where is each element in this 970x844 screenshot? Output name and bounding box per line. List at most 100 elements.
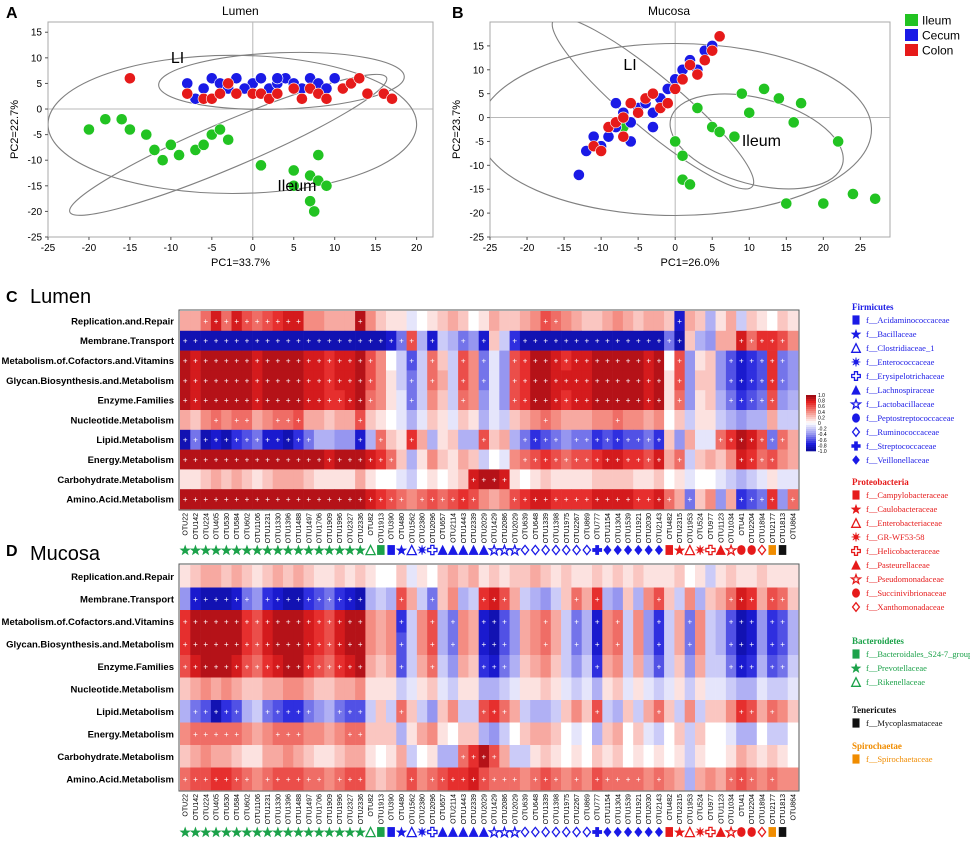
heatmap-cell <box>602 370 613 391</box>
heatmap-cell <box>355 311 366 332</box>
heatmap-cell <box>540 410 552 431</box>
significance-mark: + <box>636 376 641 385</box>
heatmap-cell <box>468 350 479 371</box>
colorbar-step <box>806 443 816 446</box>
heatmap-cell <box>736 449 747 470</box>
heatmap-cell <box>355 767 366 791</box>
column-label: OTU639 <box>523 513 530 540</box>
heatmap-cell <box>386 429 397 450</box>
column-label: OTU869 <box>584 794 591 821</box>
heatmap-cell <box>478 610 490 633</box>
heatmap-cell <box>540 677 552 701</box>
row-label: Enzyme.Families <box>97 396 174 407</box>
significance-mark: + <box>739 640 744 649</box>
x-tick-label: -10 <box>164 243 179 254</box>
panel-letter-c: C <box>6 289 18 306</box>
significance-mark: + <box>554 357 559 366</box>
significance-mark: + <box>358 317 363 326</box>
heatmap-cell <box>602 632 613 656</box>
heatmap-cell <box>550 587 562 611</box>
heatmap-cell <box>313 330 325 351</box>
significance-mark: + <box>533 357 538 366</box>
y-tick-label: 0 <box>36 105 42 116</box>
heatmap-cell <box>499 449 510 470</box>
significance-mark: + <box>399 662 404 671</box>
colorbar-step <box>806 421 816 424</box>
point-colon <box>669 82 682 95</box>
significance-mark: + <box>574 436 579 445</box>
significance-mark: + <box>409 396 414 405</box>
point-colon <box>361 87 374 100</box>
column-label: OTU2029 <box>481 513 488 543</box>
star-marker <box>344 544 356 556</box>
heatmap-cell <box>210 610 222 633</box>
square-marker <box>665 827 673 837</box>
significance-mark: + <box>255 456 260 465</box>
heatmap-cell <box>180 311 191 332</box>
heatmap-cell <box>705 745 716 768</box>
heatmap-cell <box>180 330 191 351</box>
heatmap-cell <box>313 311 325 332</box>
significance-mark: + <box>729 436 734 445</box>
heatmap-cell <box>406 449 418 470</box>
significance-mark: + <box>317 357 322 366</box>
significance-mark: + <box>760 337 765 346</box>
heatmap-cell <box>602 410 613 431</box>
heatmap-cell <box>540 390 552 411</box>
heatmap-cell <box>561 655 572 678</box>
star-marker <box>850 662 862 673</box>
heatmap-cell <box>386 489 397 510</box>
heatmap-cell <box>406 745 418 768</box>
significance-mark: + <box>461 337 466 346</box>
point-ileum <box>735 87 748 100</box>
point-colon <box>632 106 645 119</box>
heatmap-cell <box>303 390 315 411</box>
significance-mark: + <box>543 337 548 346</box>
heatmap-cell <box>674 587 685 611</box>
heatmap-cell <box>231 350 243 371</box>
heatmap-cell <box>684 632 696 656</box>
significance-mark: + <box>677 396 682 405</box>
heatmap-cell <box>633 700 644 723</box>
heatmap-cell <box>499 677 510 701</box>
significance-mark: + <box>234 396 239 405</box>
heatmap-cell <box>210 311 222 332</box>
heatmap-cell <box>674 489 685 510</box>
significance-mark: + <box>595 337 600 346</box>
significance-mark: + <box>615 376 620 385</box>
heatmap-cell <box>458 429 469 450</box>
significance-mark: + <box>430 595 435 604</box>
star-marker <box>210 544 222 556</box>
heatmap-cell <box>272 429 284 450</box>
heatmap-cell <box>509 610 521 633</box>
significance-mark: + <box>327 456 332 465</box>
significance-mark: + <box>348 640 353 649</box>
significance-mark: + <box>327 617 332 626</box>
significance-mark: + <box>306 337 311 346</box>
heatmap-cell <box>695 587 706 611</box>
heatmap-cell <box>622 330 634 351</box>
significance-mark: + <box>276 775 281 784</box>
heatmap-cell <box>303 429 315 450</box>
heatmap-cell <box>427 489 438 510</box>
star-marker <box>849 397 863 410</box>
row-label: Carbohydrate.Metabolism <box>57 752 174 763</box>
heatmap-cell <box>427 410 438 431</box>
heatmap-cell <box>406 700 418 723</box>
significance-mark: + <box>574 337 579 346</box>
significance-mark: + <box>554 337 559 346</box>
y-tick-label: -20 <box>28 207 43 218</box>
heatmap-cell <box>396 587 407 611</box>
diamond-marker <box>551 544 561 556</box>
heatmap-cell <box>396 565 407 588</box>
legend-label-colon: Colon <box>922 44 953 58</box>
heatmap-cell <box>715 632 727 656</box>
significance-mark: + <box>358 357 363 366</box>
family-label: f__Rikenellaceae <box>866 677 925 687</box>
heatmap-cell <box>561 745 572 768</box>
point-colon <box>661 97 674 110</box>
heatmap-cell <box>695 745 706 768</box>
heatmap-cell <box>633 767 644 791</box>
heatmap-cell <box>592 700 603 723</box>
star-marker <box>850 328 862 339</box>
